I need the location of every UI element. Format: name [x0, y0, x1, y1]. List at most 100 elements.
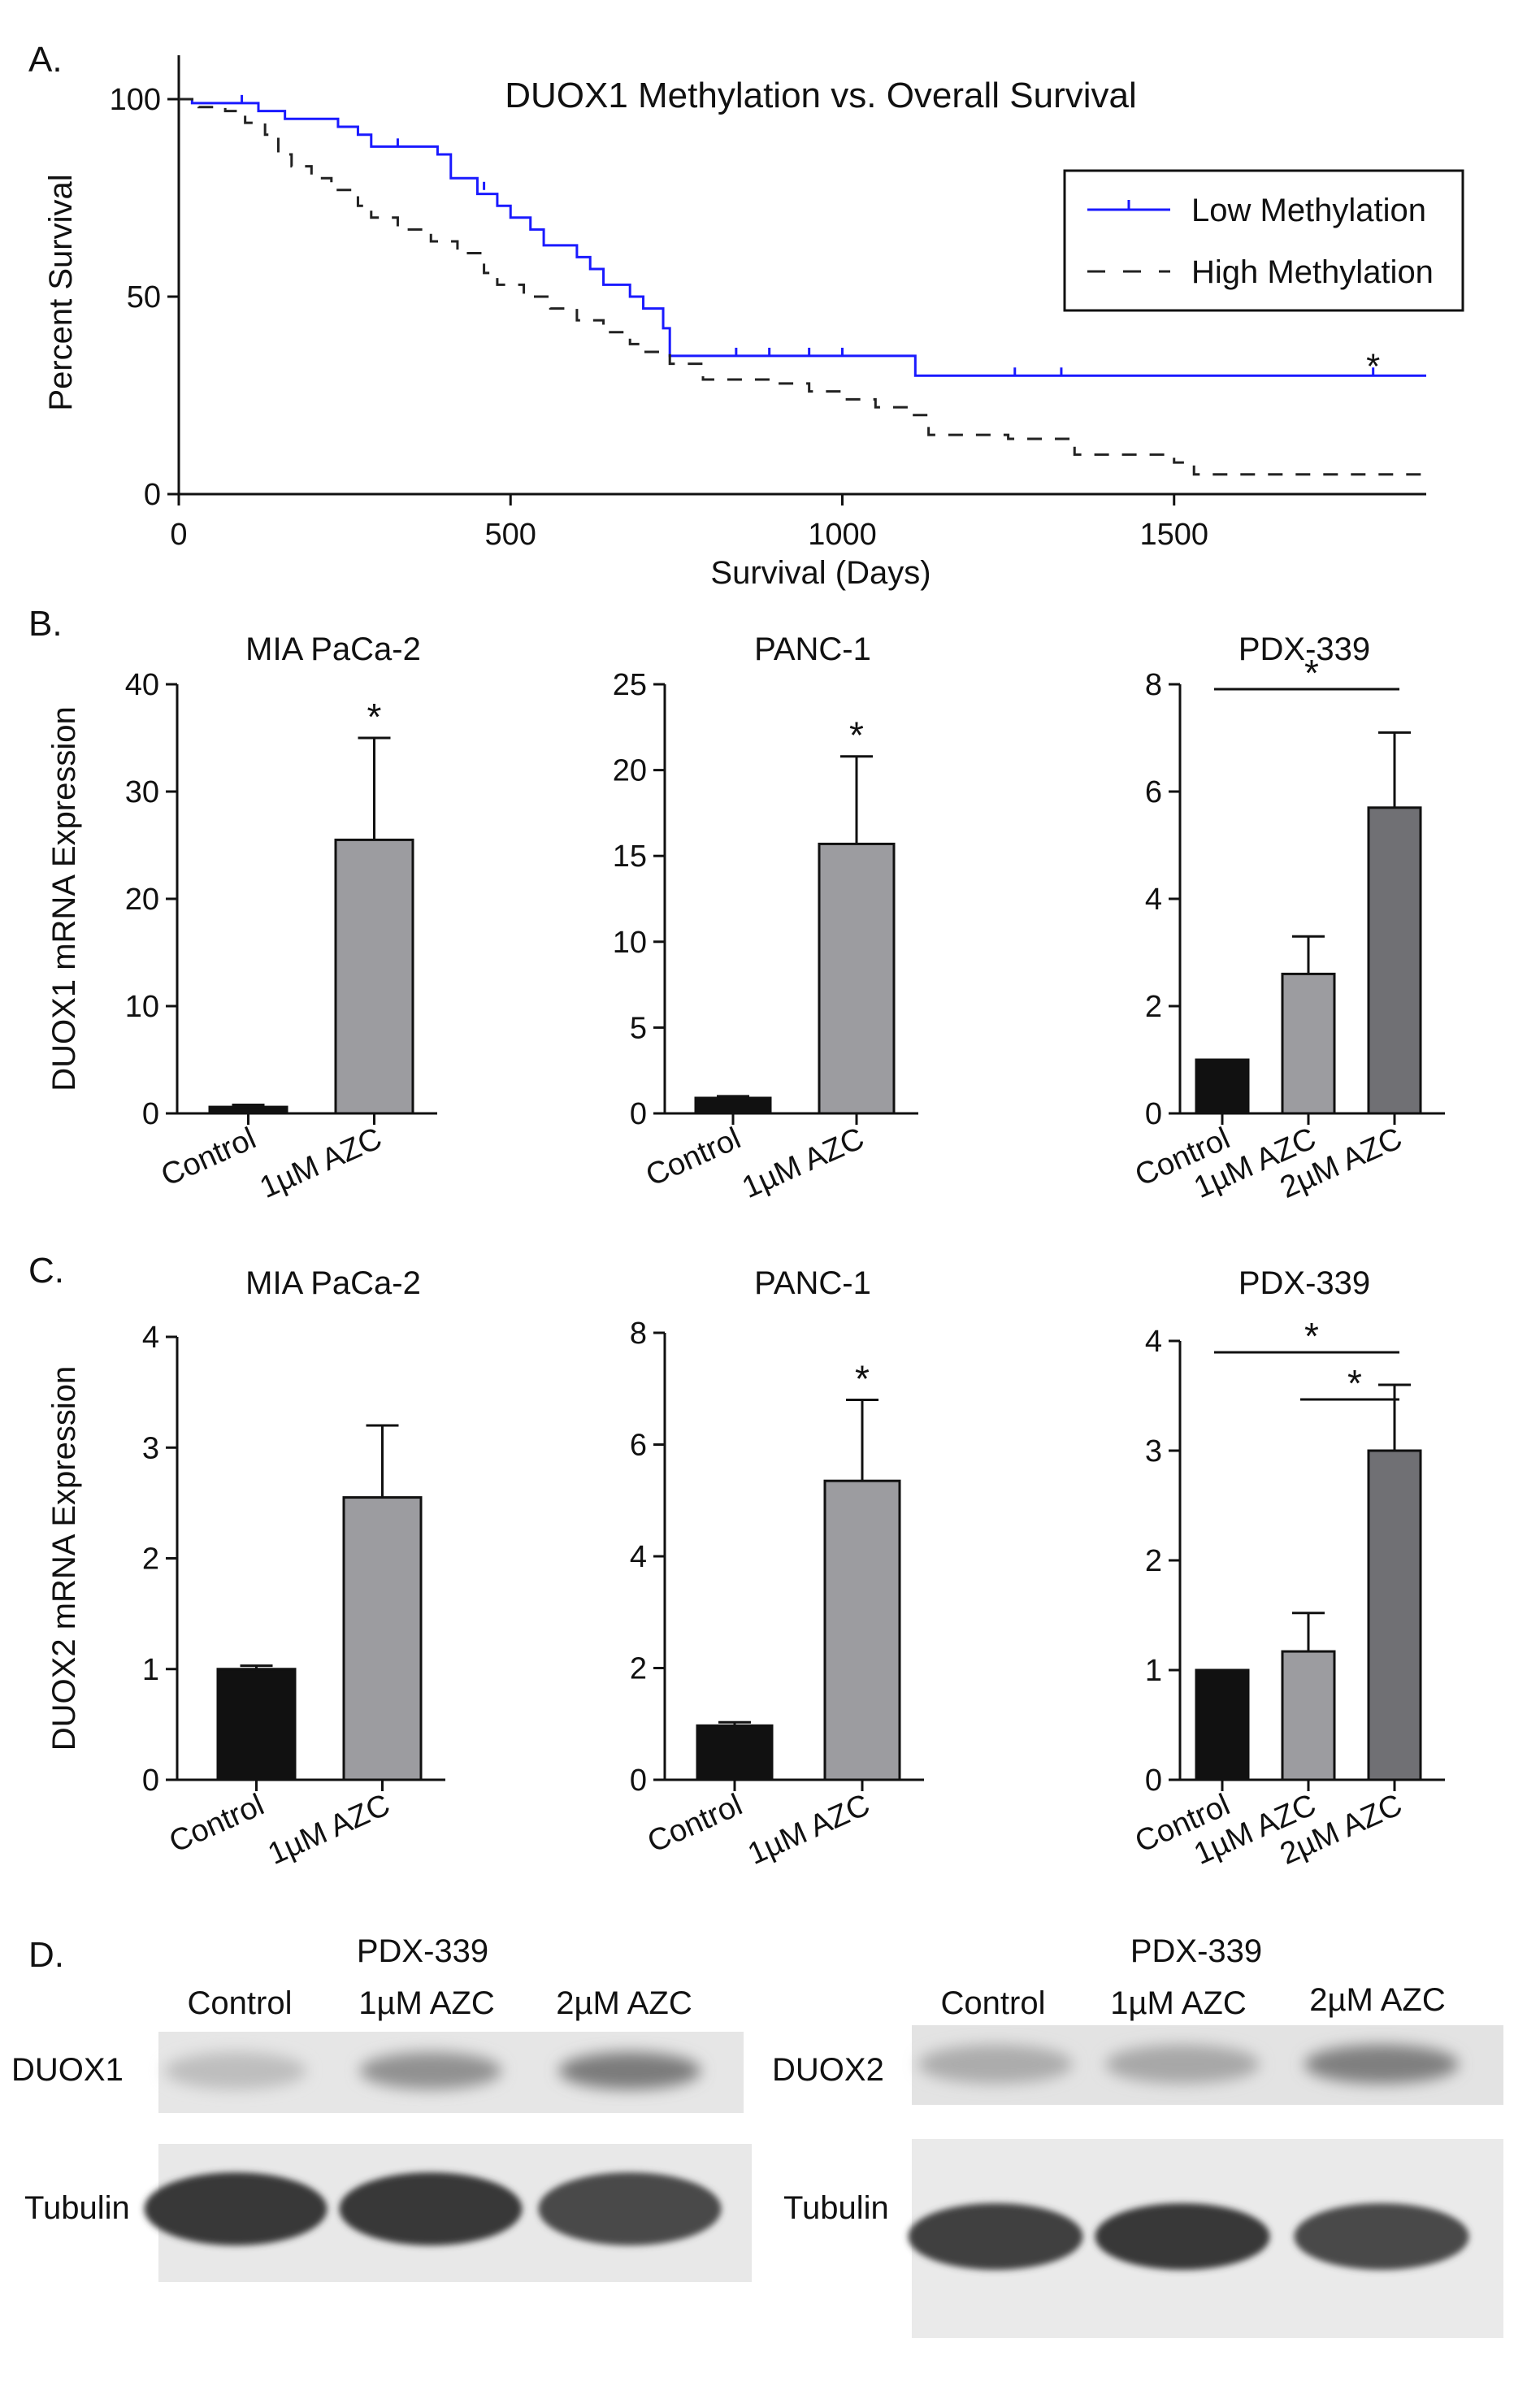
- y-tick-label: 1: [1145, 1654, 1162, 1688]
- x-tick-label: 1000: [808, 518, 877, 552]
- panel-letter-b: B.: [28, 604, 63, 644]
- y-tick-label: 2: [630, 1652, 647, 1686]
- y-tick-label: 4: [1145, 883, 1162, 917]
- bar-control: [208, 1105, 288, 1115]
- panel-letter-c: C.: [28, 1251, 64, 1291]
- bar-control: [1195, 1668, 1250, 1781]
- survival-curve-low-methylation: [179, 98, 1426, 377]
- chart-title: MIA PaCa-2: [245, 631, 421, 667]
- x-tick-label: Control: [641, 1122, 746, 1193]
- lane-label-control: Control: [941, 1985, 1046, 2021]
- band-tubulin-1um-azc: [1095, 2203, 1270, 2270]
- bar-chart-duox1-mia-paca-2: MIA PaCa-2 DUOX1 mRNA Expression 0 10 20 30 40…: [46, 631, 437, 1205]
- bar-2um-azc: [1367, 1449, 1422, 1781]
- y-tick-label: 0: [1145, 1097, 1162, 1131]
- significance-star: *: [1304, 652, 1319, 694]
- x-tick-label: 1500: [1139, 518, 1208, 552]
- y-tick-label: 0: [142, 1097, 159, 1131]
- x-tick-label: 1µM AZC: [737, 1122, 869, 1205]
- chart-title: PDX-339: [1239, 1265, 1370, 1301]
- bar-1um-azc: [818, 842, 896, 1115]
- row-label-tubulin: Tubulin: [24, 2190, 130, 2226]
- y-tick-label: 0: [630, 1097, 647, 1131]
- bar-control: [694, 1096, 772, 1115]
- panel-letter-a: A.: [28, 40, 63, 80]
- x-tick-label: 1µM AZC: [743, 1788, 874, 1872]
- y-tick-label: 8: [1145, 668, 1162, 702]
- legend: Low Methylation High Methylation: [1063, 169, 1464, 312]
- survival-curve-high-methylation: [179, 98, 1426, 476]
- band-tubulin-control: [144, 2172, 328, 2245]
- row-label-duox2: DUOX2: [772, 2052, 884, 2088]
- x-tick-label: 0: [170, 518, 187, 552]
- y-tick-label: 20: [125, 883, 159, 917]
- band-tubulin-control: [908, 2203, 1083, 2270]
- bar-control: [216, 1668, 297, 1781]
- significance-star: *: [367, 696, 382, 738]
- y-tick-label: 6: [1145, 775, 1162, 809]
- y-tick-label: 3: [1145, 1434, 1162, 1469]
- bar-1um-azc: [1281, 1650, 1336, 1781]
- band-duox1-control: [164, 2052, 307, 2089]
- band-tubulin-1um-azc: [339, 2172, 523, 2245]
- lane-label-2um-azc: 2µM AZC: [556, 1985, 692, 2021]
- y-tick-label: 10: [125, 990, 159, 1024]
- band-tubulin-2um-azc: [1294, 2203, 1469, 2270]
- bar-control: [696, 1724, 774, 1781]
- panel-letter-d: D.: [28, 1935, 64, 1975]
- legend-label-low: Low Methylation: [1191, 193, 1426, 228]
- y-tick-label: 40: [125, 668, 159, 702]
- y-tick-label: 0: [630, 1764, 647, 1798]
- x-tick-label: 500: [485, 518, 536, 552]
- y-tick-label: 25: [613, 668, 647, 702]
- y-tick-label: 0: [1145, 1764, 1162, 1798]
- y-tick-label: 6: [630, 1429, 647, 1463]
- lane-label-2um-azc: 2µM AZC: [1309, 1982, 1446, 2018]
- lane-label-control: Control: [188, 1985, 293, 2021]
- band-duox1-1um-azc: [359, 2052, 502, 2089]
- significance-star: *: [849, 714, 864, 757]
- western-blot-duox1: PDX-339 Control 1µM AZC 2µM AZC DUOX1 Tu…: [11, 1933, 752, 2282]
- chart-title: PANC-1: [754, 1265, 871, 1301]
- chart-title: DUOX1 Methylation vs. Overall Survival: [505, 76, 1137, 115]
- x-tick-label: 1µM AZC: [255, 1122, 387, 1205]
- y-tick-label: 100: [110, 83, 161, 117]
- blot-title: PDX-339: [357, 1933, 488, 1969]
- bar-1um-azc: [342, 1496, 423, 1781]
- bar-2um-azc: [1367, 806, 1422, 1115]
- western-blot-duox2: PDX-339 Control 1µM AZC 2µM AZC DUOX2 Tu…: [772, 1933, 1503, 2338]
- y-tick-label: 30: [125, 775, 159, 809]
- y-tick-label: 1: [142, 1653, 159, 1687]
- bar-control: [1195, 1058, 1250, 1115]
- row-label-duox1: DUOX1: [11, 2052, 124, 2088]
- chart-title: MIA PaCa-2: [245, 1265, 421, 1301]
- bar-1um-azc: [823, 1479, 901, 1781]
- bar-1um-azc: [334, 838, 414, 1115]
- significance-star: *: [1304, 1315, 1319, 1357]
- x-tick-label: Control: [164, 1788, 269, 1859]
- y-tick-label: 10: [613, 926, 647, 960]
- y-tick-label: 20: [613, 754, 647, 788]
- significance-star: *: [855, 1358, 870, 1400]
- legend-box: [1063, 169, 1464, 312]
- lane-label-1um-azc: 1µM AZC: [1110, 1985, 1247, 2021]
- y-tick-label: 2: [1145, 990, 1162, 1024]
- band-duox2-1um-azc: [1105, 2045, 1260, 2084]
- y-tick-label: 15: [613, 840, 647, 874]
- x-tick-label: 1µM AZC: [263, 1788, 395, 1872]
- bar-chart-duox2-mia-paca-2: MIA PaCa-2 DUOX2 mRNA Expression 0 1 2 3 4 Cont…: [46, 1265, 445, 1872]
- legend-label-high: High Methylation: [1191, 254, 1434, 290]
- blot-title: PDX-339: [1130, 1933, 1262, 1969]
- y-tick-label: 50: [127, 280, 161, 315]
- y-tick-label: 5: [630, 1011, 647, 1045]
- chart-title: PDX-339: [1239, 631, 1370, 667]
- x-tick-label: Control: [643, 1788, 748, 1859]
- lane-label-1um-azc: 1µM AZC: [358, 1985, 495, 2021]
- band-duox1-2um-azc: [558, 2052, 701, 2089]
- y-tick-label: 0: [142, 1764, 159, 1798]
- y-axis-label: Percent Survival: [43, 174, 79, 410]
- y-tick-label: 4: [630, 1540, 647, 1574]
